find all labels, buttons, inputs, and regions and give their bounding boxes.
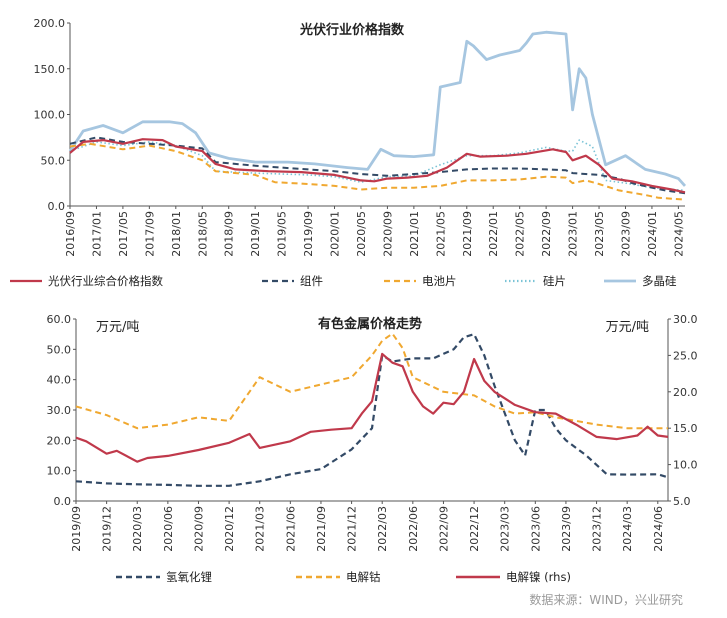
chart2-left-tick: 60.0	[47, 313, 72, 326]
chart1-legend-label: 光伏行业综合价格指数	[48, 274, 163, 288]
chart1-series-cell	[69, 142, 686, 201]
chart2-x-tick: 2023/03	[499, 506, 512, 552]
chart1-x-tick: 2021/01	[408, 211, 421, 257]
chart1-y-tick: 150.0	[34, 63, 66, 76]
chart2-left-tick: 20.0	[47, 434, 72, 447]
chart2-x-tick: 2023/09	[560, 506, 573, 552]
chart1-x-tick: 2020/05	[355, 211, 368, 257]
chart1-x-tick: 2019/01	[249, 211, 262, 257]
chart2-x-tick: 2021/09	[315, 506, 328, 552]
chart2-x-tick: 2023/06	[529, 506, 542, 552]
chart2-legend-label: 电解镍 (rhs)	[506, 570, 571, 584]
chart1-x-tick: 2020/01	[329, 211, 342, 257]
chart2-left-tick: 10.0	[47, 465, 72, 478]
chart1-x-tick: 2019/09	[302, 211, 315, 257]
chart1-x-tick: 2017/01	[90, 211, 103, 257]
chart2-right-tick: 5.0	[673, 495, 691, 508]
chart2-x-tick: 2019/12	[101, 506, 114, 552]
chart1-x-tick: 2018/01	[170, 211, 183, 257]
chart2-left-tick: 50.0	[47, 343, 72, 356]
chart2-x-tick: 2020/03	[131, 506, 144, 552]
source-note: 数据来源：WIND，兴业研究	[529, 593, 683, 607]
chart1-series-polysilicon	[68, 30, 687, 187]
chart2-x-tick: 2024/06	[652, 506, 665, 552]
pv-price-index-chart: 光伏行业价格指数 0.0 50.0 100.0 150.0 200.0 2016/09 201…	[10, 17, 687, 288]
chart2-right-unit: 万元/吨	[606, 320, 649, 335]
chart1-x-tick: 2024/01	[646, 211, 659, 257]
chart2-legend-label: 氢氧化锂	[166, 570, 212, 584]
chart1-x-tick: 2024/05	[672, 211, 685, 257]
chart2-x-tick: 2021/06	[284, 506, 297, 552]
chart1-legend-label: 多晶硅	[642, 274, 677, 288]
chart1-x-tick: 2023/01	[567, 211, 580, 257]
chart2-x-tick: 2019/09	[70, 506, 83, 552]
chart1-y-tick: 100.0	[34, 109, 66, 122]
chart1-series-pv-index	[69, 138, 686, 194]
chart2-x-tick: 2021/12	[346, 506, 359, 552]
chart1-x-tick: 2021/05	[434, 211, 447, 257]
chart1-x-tick: 2017/05	[117, 211, 130, 257]
chart2-x-tick: 2022/12	[468, 506, 481, 552]
chart1-y-tick: 0.0	[48, 200, 66, 213]
chart2-x-tick: 2022/09	[437, 506, 450, 552]
chart2-right-tick: 15.0	[673, 422, 698, 435]
chart2-x-tick: 2020/09	[192, 506, 205, 552]
chart1-x-tick: 2022/05	[514, 211, 527, 257]
chart1-legend-label: 电池片	[422, 274, 457, 288]
chart2-series-cobalt	[75, 332, 668, 430]
chart1-x-tick: 2019/05	[276, 211, 289, 257]
chart2-x-tick: 2020/12	[223, 506, 236, 552]
chart1-x-tick: 2018/09	[223, 211, 236, 257]
chart1-series-wafer	[69, 139, 686, 192]
chart1-x-tick: 2021/09	[461, 211, 474, 257]
chart1-x-tick: 2022/09	[540, 211, 553, 257]
chart2-x-tick: 2022/03	[376, 506, 389, 552]
chart2-x-tick: 2020/06	[162, 506, 175, 552]
chart2-x-tick: 2024/03	[621, 506, 634, 552]
chart2-left-tick: 40.0	[47, 374, 72, 387]
chart1-x-tick: 2017/09	[143, 211, 156, 257]
chart2-x-tick: 2023/12	[591, 506, 604, 552]
chart1-x-tick: 2022/01	[487, 211, 500, 257]
chart2-left-tick: 30.0	[47, 404, 72, 417]
chart2-x-tick: 2022/06	[407, 506, 420, 552]
chart2-series-lithium	[75, 333, 669, 487]
chart2-right-tick: 20.0	[673, 386, 698, 399]
chart2-right-tick: 25.0	[673, 349, 698, 362]
chart1-y-tick: 50.0	[41, 154, 66, 167]
chart2-left-tick: 0.0	[54, 495, 72, 508]
chart2-legend-label: 电解钴	[346, 570, 381, 584]
chart1-x-tick: 2023/05	[593, 211, 606, 257]
chart2-right-tick: 10.0	[673, 459, 698, 472]
chart2-right-tick: 30.0	[673, 313, 698, 326]
chart1-legend-label: 组件	[300, 274, 323, 288]
chart1-x-tick: 2018/05	[196, 211, 209, 257]
chart1-legend-label: 硅片	[543, 274, 566, 288]
chart1-x-tick: 2023/09	[619, 211, 632, 257]
chart1-y-tick: 200.0	[34, 17, 66, 30]
chart2-title: 有色金属价格走势	[318, 316, 422, 332]
chart1-series-module	[69, 136, 686, 195]
chart1-x-tick: 2016/09	[64, 211, 77, 257]
chart1-x-tick: 2020/09	[381, 211, 394, 257]
chart2-series-nickel	[75, 352, 669, 463]
chart2-left-unit: 万元/吨	[96, 320, 139, 335]
metal-price-chart: 有色金属价格走势 万元/吨 万元/吨 0.0 10.0 20.0 30.0 40.0 50.0 6…	[47, 313, 698, 584]
chart1-title: 光伏行业价格指数	[299, 22, 405, 38]
chart2-x-tick: 2021/03	[254, 506, 267, 552]
